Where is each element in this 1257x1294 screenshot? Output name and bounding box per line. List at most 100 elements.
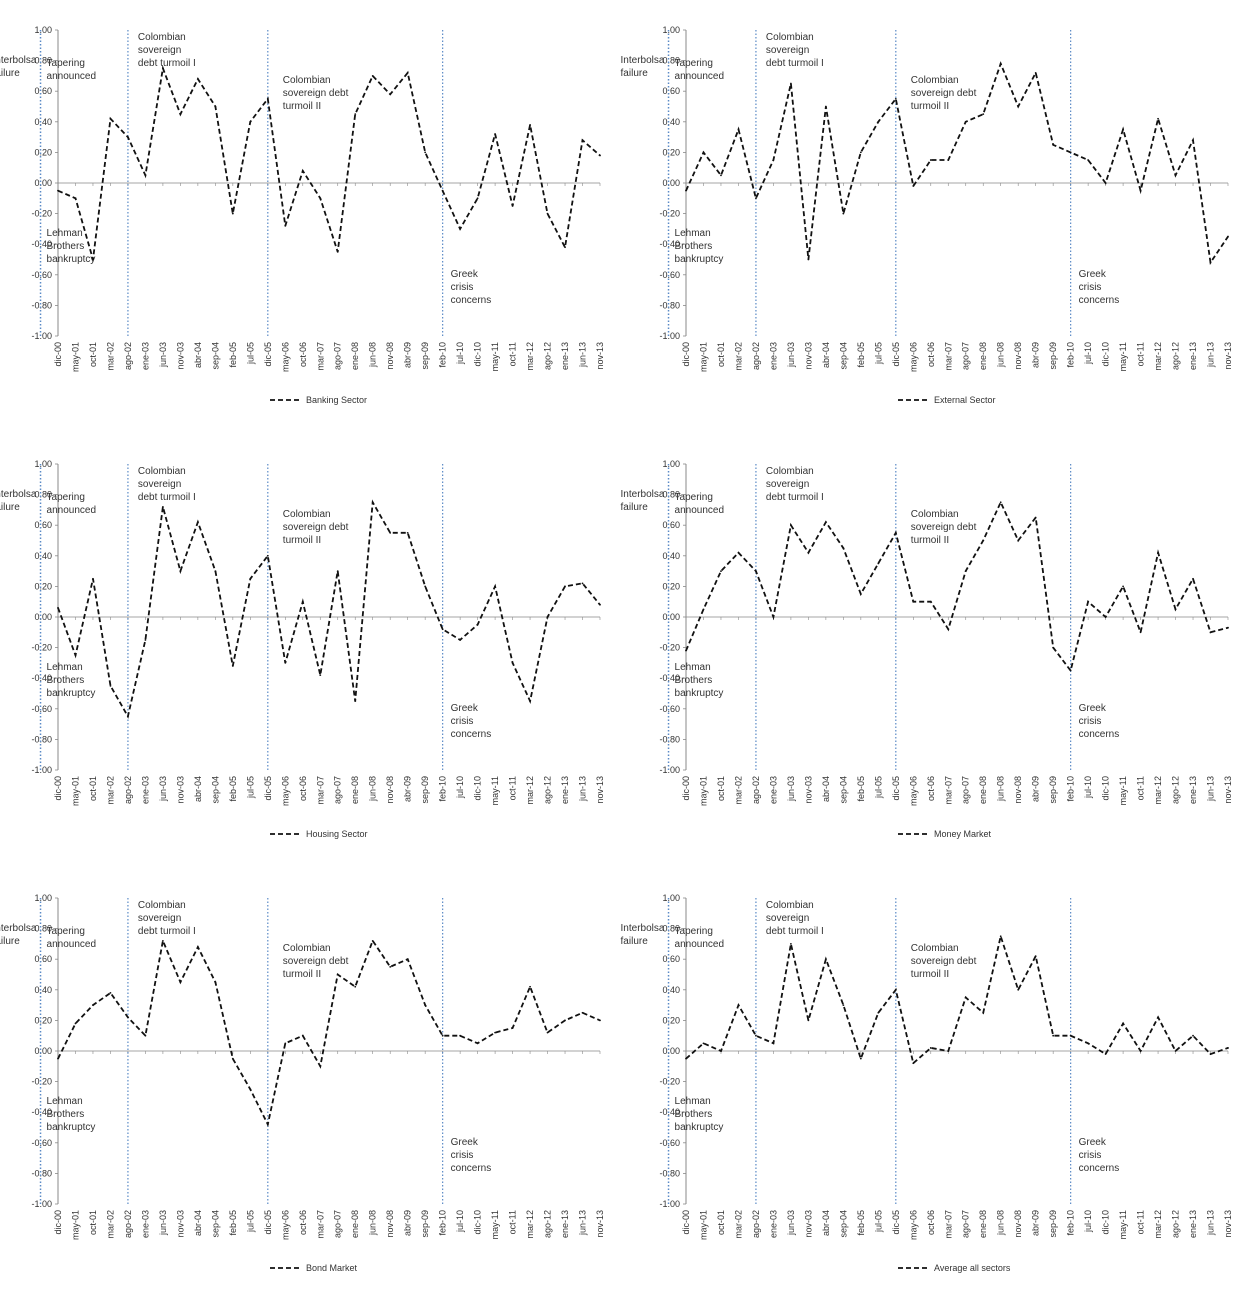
data-point xyxy=(196,521,199,524)
data-point xyxy=(127,1016,129,1019)
series-line xyxy=(57,499,601,719)
y-tick-label: 0.20 xyxy=(662,147,680,157)
x-tick-label: jul-10 xyxy=(1083,1210,1093,1233)
x-tick-label: ago-12 xyxy=(1171,776,1181,804)
data-point xyxy=(1227,235,1229,238)
data-point xyxy=(494,1031,496,1034)
event-label-interbolsa: failure xyxy=(0,68,20,79)
event-label-lehman: Lehman xyxy=(47,228,83,239)
x-tick-label: dic-10 xyxy=(473,776,483,801)
y-tick-label: -1.00 xyxy=(659,1199,680,1209)
x-tick-label: feb-10 xyxy=(1066,776,1076,802)
event-label-greek: crisis xyxy=(451,716,474,727)
data-point xyxy=(1069,669,1072,672)
data-point xyxy=(162,505,164,508)
data-point xyxy=(720,174,722,177)
x-tick-label: dic-05 xyxy=(263,1210,273,1235)
x-tick-label: ene-08 xyxy=(350,1210,360,1238)
x-tick-label: jul-05 xyxy=(245,776,255,799)
event-label-lehman: Lehman xyxy=(47,1096,83,1107)
x-tick-label: nov-13 xyxy=(1223,342,1233,370)
event-label-lehman: Brothers xyxy=(47,241,85,252)
y-tick-label: 0.60 xyxy=(662,520,680,530)
data-point xyxy=(999,62,1002,65)
x-tick-label: jul-10 xyxy=(455,776,465,799)
data-point xyxy=(354,113,357,116)
y-tick-label: 0.20 xyxy=(34,581,52,591)
chart-svg: 1.00 0.80 0.60 0.40 0.20 0.00 -0.20 -0.40 -0.60 -… xyxy=(0,459,605,839)
x-tick-label: sep-04 xyxy=(838,342,848,370)
event-label-greek: Greek xyxy=(1079,269,1107,280)
data-point xyxy=(529,123,531,126)
data-point xyxy=(529,985,531,988)
data-point xyxy=(947,159,950,161)
data-point xyxy=(249,120,252,123)
event-label-colombian_2: sovereign debt xyxy=(911,956,977,967)
x-tick-label: ene-13 xyxy=(1188,342,1198,370)
event-label-interbolsa: failure xyxy=(621,68,649,79)
event-label-lehman: bankruptcy xyxy=(675,254,724,265)
data-point xyxy=(284,224,287,227)
x-tick-label: sep-04 xyxy=(838,776,848,804)
x-tick-label: jun-03 xyxy=(158,776,168,802)
data-point xyxy=(441,628,444,631)
y-tick-label: 0.40 xyxy=(34,117,52,127)
x-tick-label: ago-12 xyxy=(1171,342,1181,370)
data-point xyxy=(947,1050,950,1052)
x-tick-label: nov-13 xyxy=(1223,776,1233,804)
x-tick-label: ago-02 xyxy=(123,1210,133,1238)
data-point xyxy=(720,1050,722,1052)
data-point xyxy=(301,600,304,603)
event-label-greek: Greek xyxy=(1079,703,1107,714)
x-tick-label: mar-07 xyxy=(943,776,953,805)
x-tick-label: dic-05 xyxy=(891,1210,901,1235)
x-tick-label: may-11 xyxy=(490,342,500,371)
y-tick-label: 1.00 xyxy=(662,893,680,903)
x-tick-label: may-01 xyxy=(70,342,80,372)
data-point xyxy=(529,700,531,703)
x-tick-label: ago-02 xyxy=(751,342,761,370)
x-tick-label: ago-12 xyxy=(1171,1210,1181,1238)
event-label-colombian_2: sovereign debt xyxy=(283,522,349,533)
x-tick-label: may-01 xyxy=(70,1210,80,1240)
x-tick-label: mar-02 xyxy=(733,342,743,371)
y-tick-label: -0.60 xyxy=(31,1138,52,1148)
y-tick-label: 0.00 xyxy=(34,178,52,188)
x-tick-label: jul-05 xyxy=(245,342,255,365)
x-tick-label: abr-04 xyxy=(821,776,831,802)
data-point xyxy=(266,554,269,557)
event-label-colombian_1: sovereign xyxy=(138,479,181,490)
event-label-colombian_1: Colombian xyxy=(766,32,814,43)
y-tick-label: -0.60 xyxy=(659,1138,680,1148)
data-point xyxy=(1227,626,1229,629)
data-point xyxy=(702,1042,705,1045)
data-point xyxy=(912,600,915,603)
x-tick-label: ago-07 xyxy=(333,1210,343,1238)
x-tick-label: may-11 xyxy=(1118,342,1128,371)
y-tick-label: -1.00 xyxy=(31,331,52,341)
x-tick-label: nov-03 xyxy=(803,776,813,804)
data-point xyxy=(57,606,59,609)
x-tick-label: dic-00 xyxy=(53,342,63,367)
data-point xyxy=(109,991,112,994)
data-point xyxy=(1034,71,1037,74)
y-tick-label: 0.60 xyxy=(34,520,52,530)
y-tick-label: 1.00 xyxy=(34,459,52,469)
x-tick-label: may-06 xyxy=(280,342,290,372)
event-label-colombian_2: sovereign debt xyxy=(283,88,349,99)
event-label-lehman: Brothers xyxy=(47,675,85,686)
data-point xyxy=(1104,1053,1107,1055)
data-point xyxy=(1087,1042,1090,1045)
data-point xyxy=(336,973,339,976)
data-point xyxy=(912,185,915,187)
x-tick-label: ago-02 xyxy=(751,776,761,804)
x-tick-label: nov-03 xyxy=(175,1210,185,1238)
y-tick-label: -1.00 xyxy=(659,765,680,775)
event-label-colombian_1: Colombian xyxy=(138,900,186,911)
data-point xyxy=(459,1034,462,1037)
data-point xyxy=(319,1065,322,1068)
y-tick-label: -1.00 xyxy=(659,331,680,341)
y-tick-label: -0.80 xyxy=(31,734,52,744)
data-point xyxy=(912,1062,915,1065)
